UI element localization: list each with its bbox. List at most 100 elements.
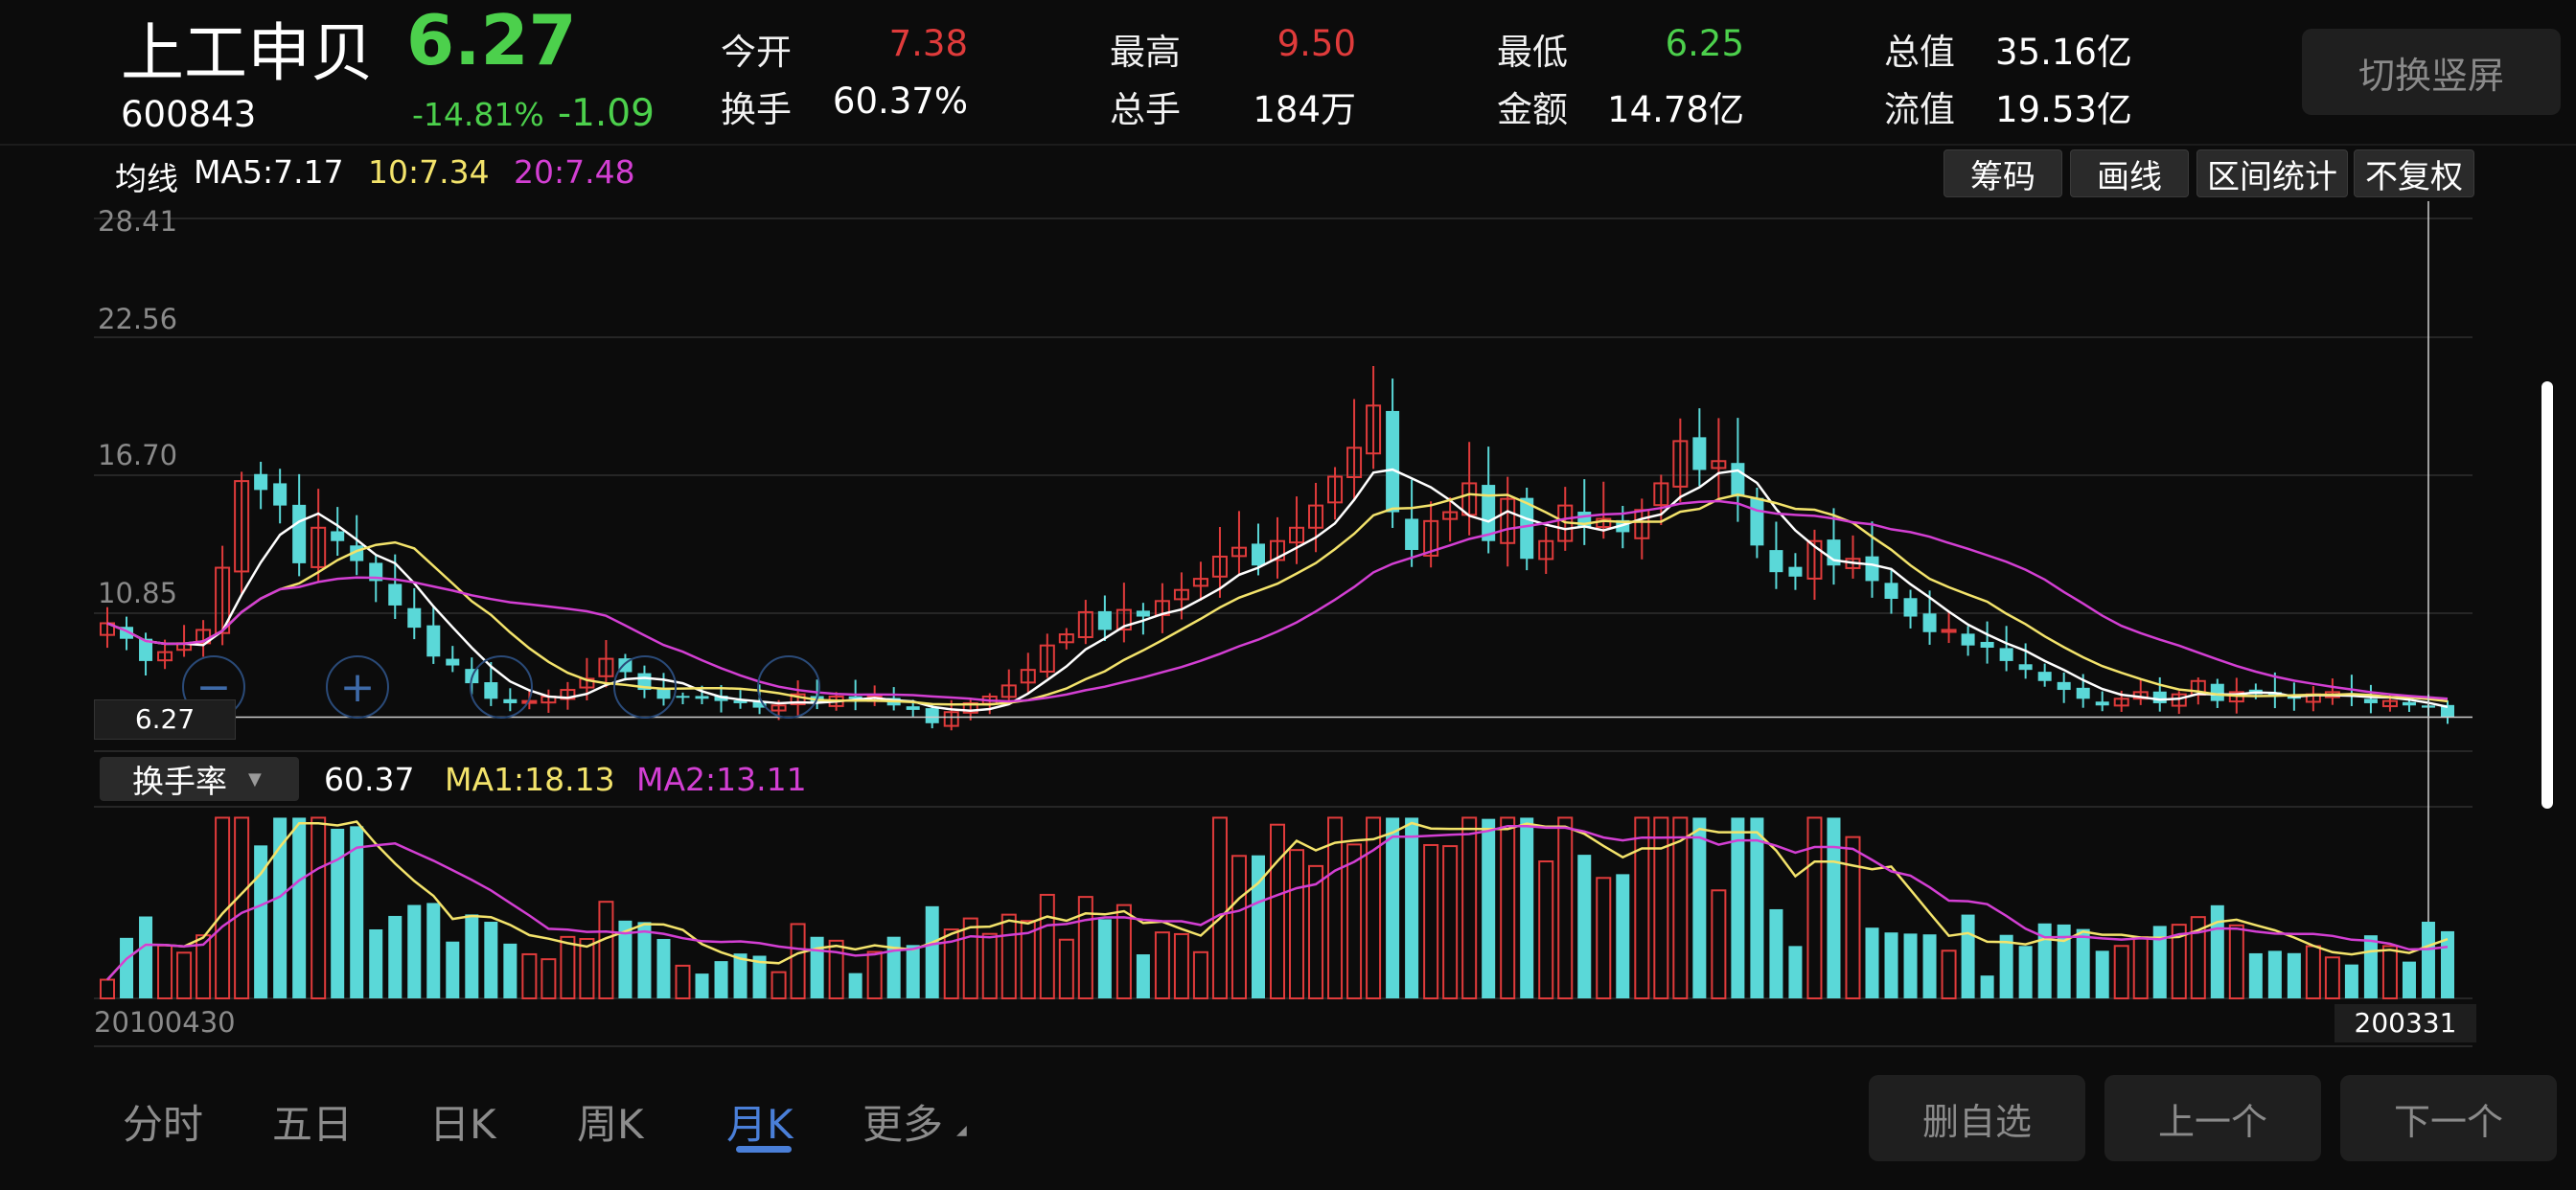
tab-five-day[interactable]: 五日: [272, 1101, 354, 1148]
candle-body: [1039, 644, 1055, 673]
candle-body: [1077, 610, 1093, 638]
draw-line-tool-button[interactable]: 画线: [2070, 149, 2189, 197]
no-adjust-tool-button[interactable]: 不复权: [2354, 149, 2474, 197]
candle-body: [1941, 629, 1957, 633]
candle-body: [943, 711, 959, 727]
candle-body: [1769, 550, 1783, 573]
turnover-bar: [1520, 817, 1534, 998]
candle-body: [2152, 691, 2167, 703]
tab-more[interactable]: 更多: [862, 1101, 944, 1148]
turnover-bar: [1000, 913, 1017, 999]
scroll-right-icon[interactable]: [613, 655, 677, 719]
turnover-bar: [2171, 924, 2187, 1000]
candle: [1039, 633, 1055, 678]
turnover-bar: [598, 901, 614, 1000]
tab-intraday[interactable]: 分时: [123, 1101, 204, 1148]
turnover-bar: [1769, 908, 1783, 998]
turnover-bar: [1405, 817, 1419, 998]
candle: [1653, 474, 1669, 526]
candle-body: [714, 696, 728, 701]
candle: [1308, 483, 1324, 553]
candle: [1097, 595, 1112, 641]
candle: [1461, 442, 1478, 536]
candle: [2057, 672, 2071, 703]
candle-body: [446, 658, 460, 666]
candle-body: [1289, 526, 1305, 544]
turnover-bar: [2057, 924, 2071, 998]
switch-portrait-button[interactable]: 切换竖屏: [2302, 29, 2561, 115]
candle: [1173, 572, 1189, 620]
tab-monthly-k[interactable]: 月K: [726, 1101, 794, 1148]
turnover-bar: [1980, 975, 1994, 998]
turnover-bar: [388, 915, 402, 998]
chips-tool-button[interactable]: 筹码: [1944, 149, 2062, 197]
candle: [1903, 589, 1918, 629]
turnover-bar: [350, 826, 364, 998]
next-stock-button[interactable]: 下一个: [2340, 1075, 2557, 1161]
change-percent: -14.81%: [412, 96, 544, 133]
candle-body: [1386, 410, 1400, 513]
turnover-bar: [1711, 889, 1727, 999]
vertical-scrollbar[interactable]: [2542, 381, 2553, 809]
candle-body: [1308, 504, 1324, 529]
turnover-bar: [579, 938, 595, 999]
candle: [1327, 467, 1344, 520]
tab-daily-k[interactable]: 日K: [429, 1101, 496, 1148]
turnover-bar: [1192, 950, 1208, 999]
turnover-bar: [962, 917, 978, 999]
reset-icon[interactable]: [757, 655, 820, 719]
turnover-bar: [1692, 817, 1707, 998]
candle-body: [906, 706, 920, 710]
turnover-bar: [1616, 874, 1630, 998]
candle: [676, 692, 690, 705]
candle: [1154, 583, 1170, 633]
current-price: 6.27: [406, 0, 577, 80]
current-price-tag: 6.27: [94, 699, 236, 740]
candle-body: [1192, 578, 1208, 587]
candle: [234, 471, 250, 594]
stat-label-float-cap: 流值: [1884, 89, 1955, 130]
turnover-bar: [465, 914, 479, 998]
turnover-bar: [273, 817, 288, 998]
turnover-bar: [100, 978, 116, 999]
candle-body: [1442, 511, 1459, 520]
stat-value-volume: 184万: [1253, 89, 1356, 130]
turnover-bar: [1806, 816, 1823, 1000]
turnover-bar: [752, 955, 767, 998]
remove-watchlist-button[interactable]: 删自选: [1869, 1075, 2085, 1161]
candle-body: [925, 708, 939, 723]
stat-value-float-cap: 19.53亿: [1995, 89, 2132, 130]
candle: [1884, 568, 1898, 614]
turnover-bar: [234, 816, 250, 1000]
indicator-select-label: 换手率: [132, 763, 227, 800]
indicator-select[interactable]: 换手率 ▼: [100, 757, 299, 801]
tab-weekly-k[interactable]: 周K: [577, 1101, 644, 1148]
candle-body: [1500, 497, 1516, 544]
turnover-bar: [886, 936, 901, 998]
candle: [1482, 446, 1496, 554]
y-tick-3: 16.70: [98, 439, 178, 471]
candle: [1672, 418, 1689, 502]
candle-body: [1922, 613, 1937, 632]
zoom-in-icon[interactable]: +: [326, 655, 389, 719]
candle-body: [1520, 497, 1534, 560]
candle: [1961, 626, 1975, 656]
candle: [1269, 516, 1286, 579]
candle-body: [1423, 519, 1439, 557]
previous-stock-button[interactable]: 上一个: [2104, 1075, 2321, 1161]
candle: [1230, 511, 1247, 575]
candle-body: [848, 696, 862, 699]
candle-body: [2267, 692, 2282, 697]
turnover-bar: [310, 816, 327, 1000]
stat-label-open: 今开: [721, 32, 792, 73]
scroll-left-icon[interactable]: [470, 655, 533, 719]
turnover-bar: [2381, 945, 2398, 1000]
turnover-bar: [1596, 877, 1612, 1000]
turnover-bar: [1269, 823, 1286, 999]
candle: [1922, 590, 1937, 645]
candle-body: [1538, 539, 1554, 561]
candle-body: [426, 625, 441, 657]
candle-body: [331, 531, 345, 541]
range-stats-tool-button[interactable]: 区间统计: [2196, 149, 2348, 197]
